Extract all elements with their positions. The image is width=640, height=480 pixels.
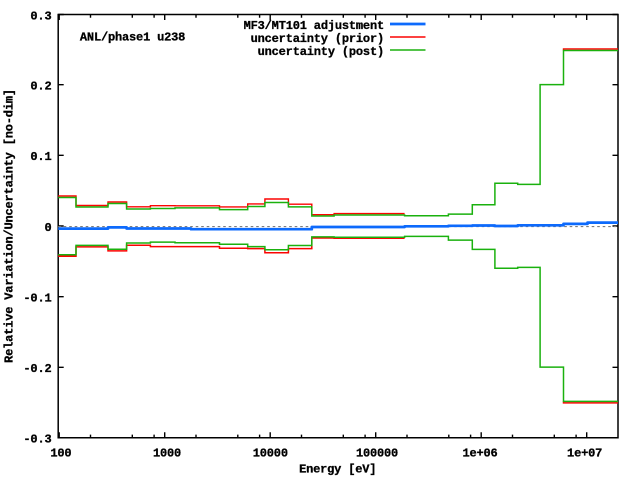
svg-text:10000: 10000	[253, 446, 288, 460]
svg-text:uncertainty (post): uncertainty (post)	[258, 45, 384, 59]
svg-text:Relative Variation/Uncertainty: Relative Variation/Uncertainty [no-dim]	[3, 89, 17, 363]
svg-text:1000: 1000	[153, 446, 181, 460]
svg-text:uncertainty (prior): uncertainty (prior)	[251, 32, 384, 46]
svg-text:0.2: 0.2	[30, 80, 51, 94]
svg-text:ANL/phase1 u238: ANL/phase1 u238	[80, 31, 185, 45]
svg-text:MF3/MT101 adjustment: MF3/MT101 adjustment	[244, 19, 384, 33]
svg-text:-0.3: -0.3	[23, 433, 51, 447]
svg-text:-0.2: -0.2	[23, 362, 51, 376]
svg-text:0: 0	[44, 221, 51, 235]
svg-text:0.3: 0.3	[30, 9, 51, 23]
svg-text:1e+07: 1e+07	[567, 446, 602, 460]
svg-text:Energy [eV]: Energy [eV]	[299, 463, 376, 477]
svg-text:0.1: 0.1	[30, 150, 51, 164]
svg-text:1e+06: 1e+06	[462, 446, 497, 460]
svg-text:100000: 100000	[356, 446, 398, 460]
svg-text:-0.1: -0.1	[23, 292, 51, 306]
svg-text:100: 100	[50, 446, 71, 460]
